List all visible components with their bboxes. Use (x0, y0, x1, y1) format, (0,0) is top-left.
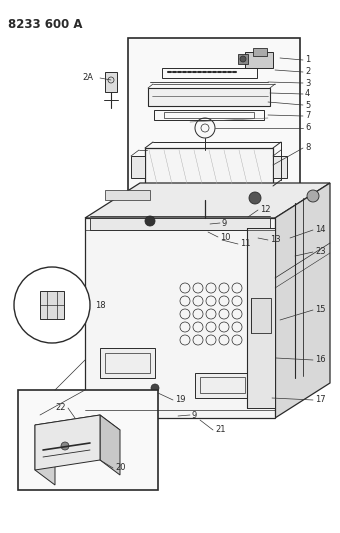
Text: 2A: 2A (82, 74, 93, 83)
Text: 8233 600 A: 8233 600 A (8, 18, 83, 31)
Bar (131, 156, 145, 178)
Text: 16: 16 (315, 356, 326, 365)
Bar (247, 228, 275, 408)
Bar (164, 112, 254, 118)
Bar (154, 110, 264, 120)
Text: 9: 9 (222, 219, 227, 228)
Text: 17: 17 (315, 395, 326, 405)
Circle shape (151, 384, 159, 392)
Text: 12: 12 (260, 206, 271, 214)
Text: 18: 18 (95, 301, 106, 310)
Text: 6: 6 (305, 124, 310, 133)
Text: 14: 14 (315, 225, 325, 235)
Circle shape (14, 267, 90, 343)
Bar (105, 353, 150, 373)
Polygon shape (35, 415, 100, 470)
Bar (90, 218, 270, 230)
Polygon shape (275, 183, 330, 418)
Circle shape (145, 216, 155, 226)
Circle shape (61, 442, 69, 450)
Bar (18, 390, 158, 490)
Bar (245, 52, 273, 68)
Text: 2: 2 (305, 68, 310, 77)
Text: 23: 23 (315, 247, 326, 256)
Text: 21: 21 (215, 425, 225, 434)
Text: 4: 4 (305, 90, 310, 99)
Bar (100, 348, 155, 378)
Circle shape (200, 217, 210, 227)
Circle shape (240, 56, 246, 62)
Text: 19: 19 (175, 395, 186, 405)
Bar (238, 54, 248, 64)
Text: 11: 11 (240, 239, 251, 248)
Text: 20: 20 (115, 464, 125, 472)
Bar (195, 373, 250, 398)
Bar (105, 190, 150, 200)
Circle shape (307, 190, 319, 202)
Bar (200, 377, 245, 393)
Text: 22: 22 (55, 403, 66, 413)
Text: 10: 10 (220, 232, 231, 241)
Text: 9: 9 (192, 410, 197, 419)
Text: 1: 1 (305, 55, 310, 64)
Polygon shape (35, 415, 120, 440)
Bar (253, 48, 267, 56)
Bar (85, 218, 275, 418)
Polygon shape (35, 425, 55, 485)
Text: 5: 5 (305, 101, 310, 109)
Bar (128, 38, 300, 200)
Bar (148, 88, 270, 106)
Bar (273, 156, 287, 178)
Text: 13: 13 (270, 236, 280, 245)
Bar (145, 148, 273, 186)
Circle shape (249, 192, 261, 204)
Bar (251, 298, 271, 333)
Text: 7: 7 (305, 111, 310, 120)
Polygon shape (85, 183, 330, 218)
Polygon shape (100, 415, 120, 475)
Text: 8: 8 (305, 143, 310, 152)
Bar (105, 72, 117, 92)
Bar (40, 291, 64, 319)
Circle shape (201, 150, 209, 158)
Text: 15: 15 (315, 305, 325, 314)
Bar (162, 68, 257, 78)
Text: 3: 3 (305, 78, 310, 87)
